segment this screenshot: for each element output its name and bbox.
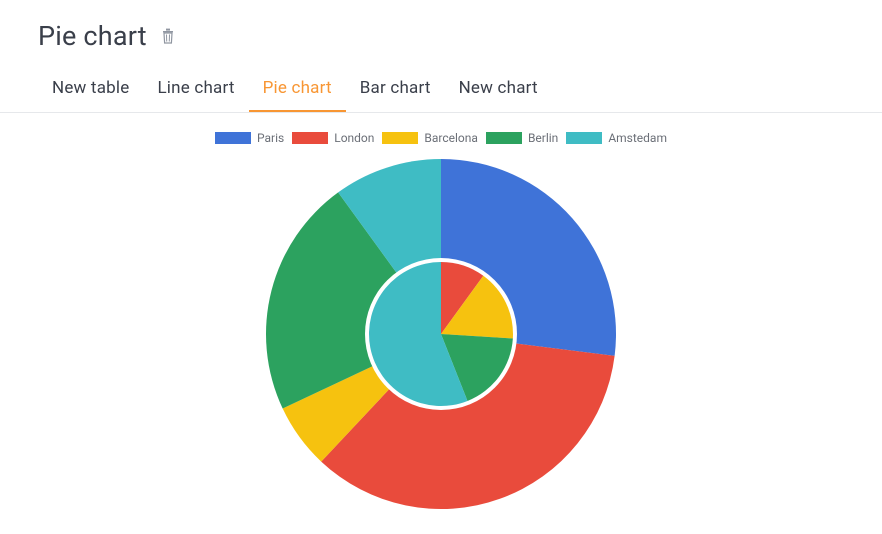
legend-label: London: [334, 131, 374, 145]
legend-label: Paris: [257, 131, 284, 145]
tab-new-table[interactable]: New table: [38, 68, 143, 112]
legend-item-amstedam[interactable]: Amstedam: [566, 131, 667, 145]
legend-label: Berlin: [528, 131, 558, 145]
legend-swatch-icon: [292, 132, 328, 144]
trash-icon[interactable]: [161, 28, 175, 44]
legend-item-london[interactable]: London: [292, 131, 374, 145]
tabs-bar: New table Line chart Pie chart Bar chart…: [0, 68, 882, 113]
tab-line-chart[interactable]: Line chart: [143, 68, 248, 112]
legend-label: Amstedam: [608, 131, 667, 145]
chart-legend: Paris London Barcelona Berlin Amstedam: [215, 131, 667, 145]
nested-pie-chart: [264, 157, 618, 511]
page-title: Pie chart: [38, 20, 147, 52]
chart-area: Paris London Barcelona Berlin Amstedam: [0, 113, 882, 511]
legend-item-berlin[interactable]: Berlin: [486, 131, 558, 145]
page-header: Pie chart: [0, 0, 882, 68]
tab-pie-chart[interactable]: Pie chart: [249, 68, 346, 112]
legend-swatch-icon: [486, 132, 522, 144]
tab-new-chart[interactable]: New chart: [445, 68, 552, 112]
tab-bar-chart[interactable]: Bar chart: [346, 68, 445, 112]
legend-swatch-icon: [566, 132, 602, 144]
legend-item-barcelona[interactable]: Barcelona: [382, 131, 478, 145]
legend-swatch-icon: [382, 132, 418, 144]
legend-item-paris[interactable]: Paris: [215, 131, 284, 145]
legend-swatch-icon: [215, 132, 251, 144]
legend-label: Barcelona: [424, 131, 478, 145]
